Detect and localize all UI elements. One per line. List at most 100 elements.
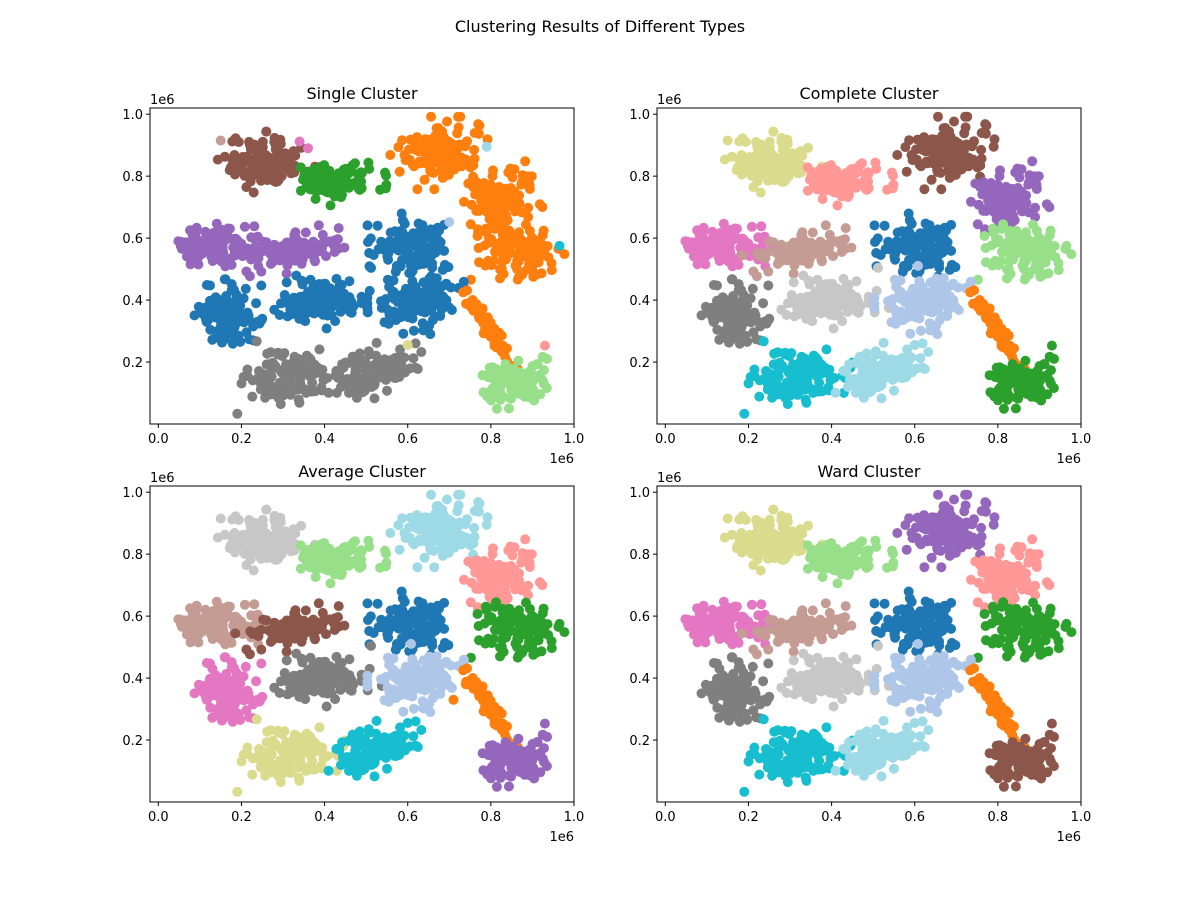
scatter-point [372, 716, 382, 726]
scatter-point [833, 200, 843, 210]
scatter-point [312, 186, 322, 196]
scatter-point [934, 244, 944, 254]
scatter-point [271, 518, 281, 528]
scatter-point [942, 148, 952, 158]
scatter-point [320, 279, 330, 289]
scatter-point [427, 622, 437, 632]
scatter-point [782, 310, 792, 320]
scatter-point [254, 744, 264, 754]
scatter-point [931, 321, 941, 331]
scatter-point [385, 150, 395, 160]
scatter-point [949, 117, 959, 127]
scatter-point [380, 546, 390, 556]
x-tick-label: 0.4 [821, 432, 842, 447]
scatter-point [424, 321, 434, 331]
scatter-point [889, 386, 899, 396]
scatter-point [526, 367, 536, 377]
scatter-point [373, 372, 383, 382]
scatter-point [457, 531, 467, 541]
scatter-point [435, 526, 445, 536]
scatter-point [413, 681, 423, 691]
scatter-point [324, 685, 334, 695]
scatter-point [307, 765, 317, 775]
scatter-point [832, 236, 842, 246]
scatter-point [217, 338, 227, 348]
scatter-point [322, 564, 332, 574]
scatter-point [920, 303, 930, 313]
scatter-point [480, 241, 490, 251]
scatter-point [698, 228, 708, 238]
scatter-point [937, 312, 947, 322]
scatter-point [262, 727, 272, 737]
scatter-point [888, 180, 898, 190]
scatter-point [1005, 367, 1015, 377]
y-tick-label: 0.6 [629, 232, 650, 247]
scatter-point [527, 263, 537, 273]
scatter-point [981, 257, 991, 267]
scatter-point [752, 248, 762, 258]
scatter-point [869, 304, 879, 314]
scatter-point [359, 361, 369, 371]
scatter-point [413, 511, 423, 521]
scatter-point [427, 244, 437, 254]
scatter-point [470, 506, 480, 516]
x-tick-label: 0.6 [397, 432, 418, 447]
scatter-point [233, 619, 243, 629]
scatter-point [482, 142, 492, 152]
scatter-point [189, 624, 199, 634]
scatter-point [220, 652, 230, 662]
scatter-point [249, 221, 259, 231]
scatter-point [831, 388, 841, 398]
scatter-point [796, 230, 806, 240]
scatter-point [322, 702, 332, 712]
scatter-point [880, 221, 890, 231]
scatter-point [439, 598, 449, 608]
scatter-point [256, 645, 266, 655]
scatter-point [520, 178, 530, 188]
scatter-point [473, 609, 483, 619]
scatter-point [282, 269, 292, 279]
scatter-point [277, 351, 287, 361]
scatter-point [411, 235, 421, 245]
scatter-point [420, 175, 430, 185]
scatter-point [474, 257, 484, 267]
scatter-point [203, 316, 213, 326]
scatter-point [198, 615, 208, 625]
scatter-point [261, 127, 271, 137]
scatter-point [769, 349, 779, 359]
scatter-point [909, 249, 919, 259]
scatter-point [808, 228, 818, 238]
scatter-point [400, 597, 410, 607]
scatter-point [234, 709, 244, 719]
scatter-point [457, 153, 467, 163]
scatter-point [761, 366, 771, 376]
scatter-point [312, 285, 322, 295]
x-tick-label: 0.8 [988, 432, 1009, 447]
scatter-point [225, 693, 235, 703]
scatter-point [367, 759, 377, 769]
scatter-point [389, 685, 399, 695]
scatter-point [979, 177, 989, 187]
y-tick-label: 0.8 [629, 170, 650, 185]
scatter-point [317, 673, 327, 683]
scatter-point [474, 635, 484, 645]
scatter-point [1033, 367, 1043, 377]
scatter-point [913, 261, 923, 271]
scatter-point [313, 245, 323, 255]
scatter-point [870, 220, 880, 230]
scatter-point [282, 747, 292, 757]
scatter-point [385, 528, 395, 538]
scatter-point [708, 305, 718, 315]
scatter-point [383, 255, 393, 265]
scatter-point [377, 619, 387, 629]
scatter-point [389, 307, 399, 317]
scatter-point [246, 532, 256, 542]
scatter-point [843, 382, 853, 392]
scatter-point [373, 599, 383, 609]
y-axis-exponent: 1e6 [657, 93, 682, 108]
scatter-point [1027, 156, 1037, 166]
scatter-point [286, 390, 296, 400]
scatter-point [430, 690, 440, 700]
scatter-point [328, 171, 338, 181]
scatter-point [324, 766, 334, 776]
